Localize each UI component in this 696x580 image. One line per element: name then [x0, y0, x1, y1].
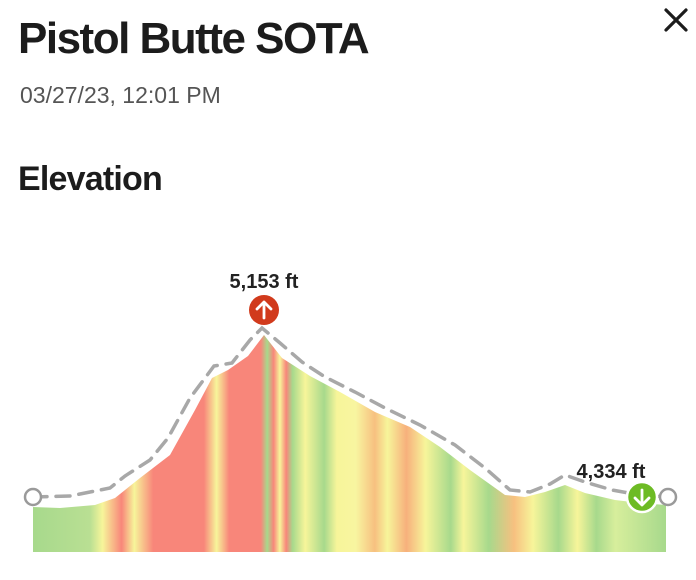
arrow-down-icon: [633, 488, 651, 507]
elevation-section-title: Elevation: [18, 160, 163, 198]
max-elevation-label: 5,153 ft: [230, 271, 299, 293]
min-elevation-marker: [625, 480, 659, 514]
min-elevation-label: 4,334 ft: [577, 461, 646, 483]
activity-timestamp: 03/27/23, 12:01 PM: [20, 82, 221, 108]
elevation-area: [33, 335, 666, 552]
elevation-profile-chart: 5,153 ft 4,334 ft: [23, 271, 678, 552]
max-elevation-marker: [249, 295, 279, 325]
route-end-point: [658, 487, 678, 507]
close-button[interactable]: [658, 2, 694, 38]
close-icon: [664, 8, 688, 32]
elevation-route-outline: [31, 325, 670, 499]
arrow-up-icon: [255, 300, 273, 320]
page-title: Pistol Butte SOTA: [18, 14, 370, 63]
route-start-point: [23, 487, 43, 507]
